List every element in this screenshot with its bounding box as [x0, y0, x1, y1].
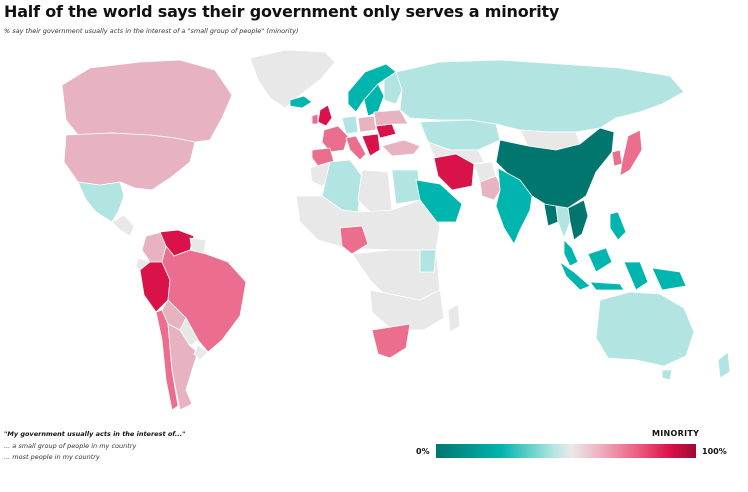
- country-pakistan: [479, 175, 503, 201]
- country-italy: [345, 135, 367, 161]
- chart-title: Half of the world says their government …: [4, 2, 560, 21]
- country-japan: [619, 129, 643, 177]
- country-iran: [433, 153, 475, 191]
- country-korea: [611, 149, 623, 167]
- country-romania: [375, 123, 397, 139]
- chart-subtitle: % say their government usually acts in t…: [4, 27, 299, 35]
- country-sweden: [363, 83, 385, 117]
- legend-option-majority: ... most people in my country: [4, 453, 100, 461]
- country-southern-africa: [369, 289, 445, 331]
- country-new-zealand: [717, 351, 731, 379]
- country-greenland: [249, 49, 336, 109]
- legend-explanation: "My government usually acts in the inter…: [4, 430, 186, 464]
- country-argentina: [167, 323, 199, 411]
- country-poland: [357, 115, 377, 133]
- country-ireland: [311, 113, 319, 125]
- country-tasmania: [661, 369, 673, 381]
- country-mexico: [77, 181, 125, 223]
- legend-question: "My government usually acts in the inter…: [4, 430, 186, 438]
- country-philippines: [609, 211, 627, 241]
- country-papua: [651, 267, 687, 291]
- country-brazil: [161, 245, 247, 353]
- country-ukraine: [373, 109, 409, 127]
- scale-title: MINORITY: [652, 429, 700, 438]
- country-kenya: [419, 249, 437, 273]
- country-malaysia: [563, 239, 579, 267]
- country-australia: [595, 291, 695, 367]
- country-sahel: [295, 195, 441, 251]
- country-canada: [61, 59, 233, 143]
- world-map: [61, 49, 731, 411]
- country-madagascar: [447, 303, 461, 333]
- country-borneo: [587, 247, 613, 273]
- country-turkey: [381, 139, 421, 157]
- country-nigeria: [339, 225, 369, 255]
- country-india: [495, 167, 533, 245]
- country-france: [321, 125, 349, 153]
- country-egypt: [391, 169, 421, 205]
- country-chile: [155, 309, 179, 411]
- country-south-africa: [371, 323, 411, 359]
- country-java: [589, 281, 625, 291]
- legend-option-minority: ... a small group of people in my countr…: [4, 442, 137, 450]
- scale-min-label: 0%: [416, 447, 430, 456]
- country-uk: [317, 104, 333, 127]
- country-thailand: [555, 205, 571, 239]
- country-uruguay: [193, 344, 209, 361]
- scale-max-label: 100%: [702, 447, 727, 456]
- country-balkans: [361, 133, 381, 157]
- country-united-states: [63, 132, 196, 191]
- country-iceland: [289, 95, 313, 109]
- country-sulawesi: [623, 261, 649, 291]
- color-scale-bar: [436, 444, 696, 458]
- country-sumatra: [559, 261, 591, 291]
- country-finland: [383, 71, 403, 105]
- country-germany: [341, 115, 359, 135]
- country-central-america: [111, 214, 135, 237]
- country-libya: [357, 169, 393, 213]
- country-vietnam: [567, 199, 589, 241]
